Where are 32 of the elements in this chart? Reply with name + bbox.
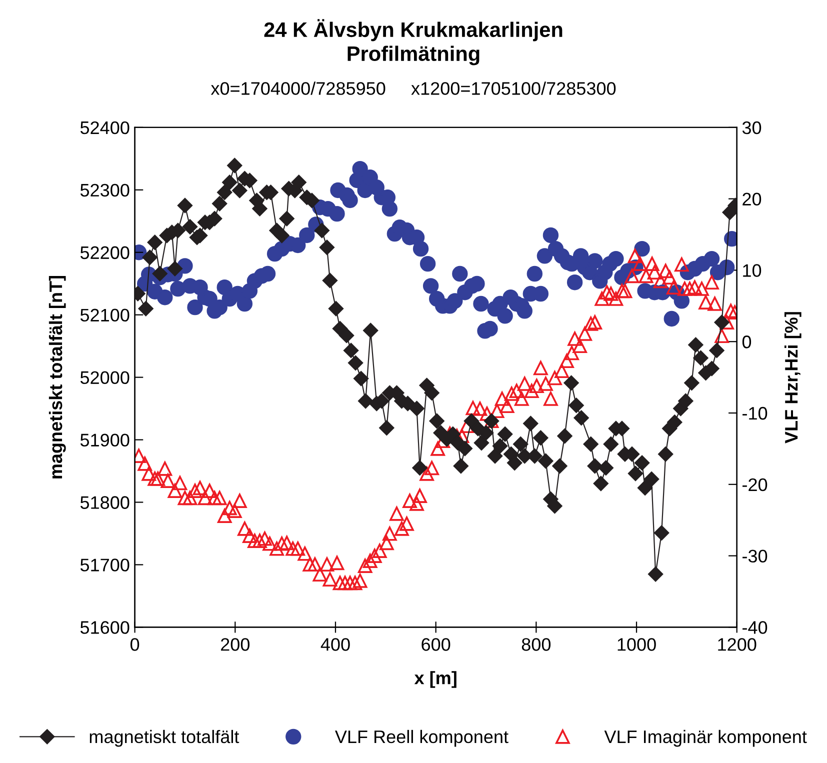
chart-title: 24 K Älvsbyn Krukmakarlinjen Profilmätning [264,19,562,66]
y-tick-label: 52400 [80,121,130,134]
y-tick-label: 52300 [80,184,130,197]
y-tick-label: 51700 [80,558,130,572]
x-axis-title: x [m] [414,671,456,688]
chart-subtitle: x0=1704000/7285950 x1200=1705100/7285300 [210,82,616,95]
x-tick-label: 400 [320,638,350,651]
y2-tick-label: -40 [742,621,768,634]
y-tick-label: 52000 [80,371,130,384]
y-tick-label: 51900 [80,434,130,446]
x-tick-label: 800 [522,638,551,651]
y2-tick-label: 30 [742,121,762,134]
legend-label: magnetiskt totalfält [90,730,240,747]
x-tick-label: 0 [130,638,140,651]
y2-axis-title: VLF Hzr,Hzi [%] [784,312,802,444]
y-axis-title: magnetiskt totalfält [nT] [48,276,66,478]
legend-label: VLF Reell komponent [334,730,508,747]
y2-tick-label: 10 [743,264,762,277]
y2-tick-label: -10 [742,406,768,420]
y2-tick-label: -20 [742,478,768,492]
y-tick-label: 52100 [80,308,130,322]
x-tick-label: 1200 [718,638,756,651]
y2-tick-label: 20 [742,192,762,206]
x-tick-label: 600 [422,638,450,651]
y-tick-label: 51800 [80,496,130,509]
x-tick-label: 200 [220,638,250,651]
legend-label: VLF Imaginär komponent [604,730,807,747]
y2-tick-label: -30 [742,550,768,563]
y2-tick-label: 0 [742,336,752,348]
y-tick-label: 52200 [80,246,130,260]
y-tick-label: 51600 [80,621,130,634]
x-tick-label: 1000 [618,638,656,651]
